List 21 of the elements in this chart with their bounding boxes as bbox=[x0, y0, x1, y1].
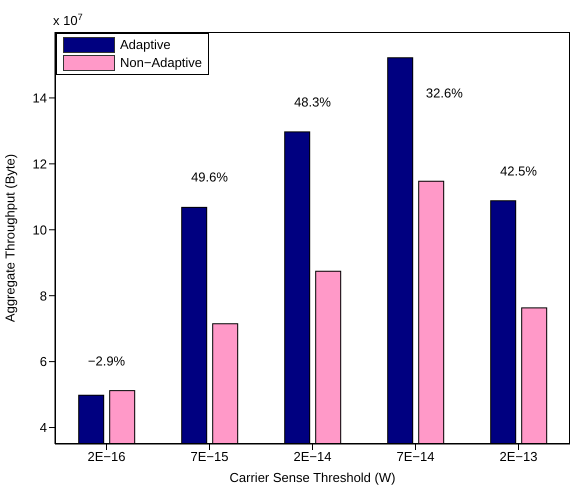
legend-label: Adaptive bbox=[120, 36, 171, 54]
y-tick-label: 10 bbox=[32, 222, 47, 238]
x-tick-label: 2E−16 bbox=[88, 449, 126, 464]
x-axis-title: Carrier Sense Threshold (W) bbox=[230, 470, 396, 485]
annotation: 49.6% bbox=[191, 170, 228, 185]
y-tick-label: 6 bbox=[40, 354, 47, 370]
x-tick-label: 2E−14 bbox=[294, 449, 332, 464]
x-tick-label: 2E−13 bbox=[500, 449, 538, 464]
y-axis-title: Aggregate Throughput (Byte) bbox=[2, 154, 18, 322]
legend-label: Non−Adaptive bbox=[120, 54, 202, 72]
y-tick-label: 12 bbox=[32, 156, 47, 172]
annotation: 48.3% bbox=[294, 94, 331, 110]
annotation: 42.5% bbox=[500, 163, 537, 178]
annotation: 32.6% bbox=[426, 85, 463, 100]
annotation: −2.9% bbox=[88, 353, 126, 368]
y-tick-label: 14 bbox=[32, 90, 47, 106]
y-tick-label: 8 bbox=[40, 288, 47, 304]
x-tick-label: 7E−15 bbox=[190, 449, 228, 464]
x-tick-label: 7E−14 bbox=[396, 449, 434, 464]
y-tick-label: 4 bbox=[40, 420, 47, 436]
text: x 10$^{7}$ bbox=[53, 12, 83, 28]
